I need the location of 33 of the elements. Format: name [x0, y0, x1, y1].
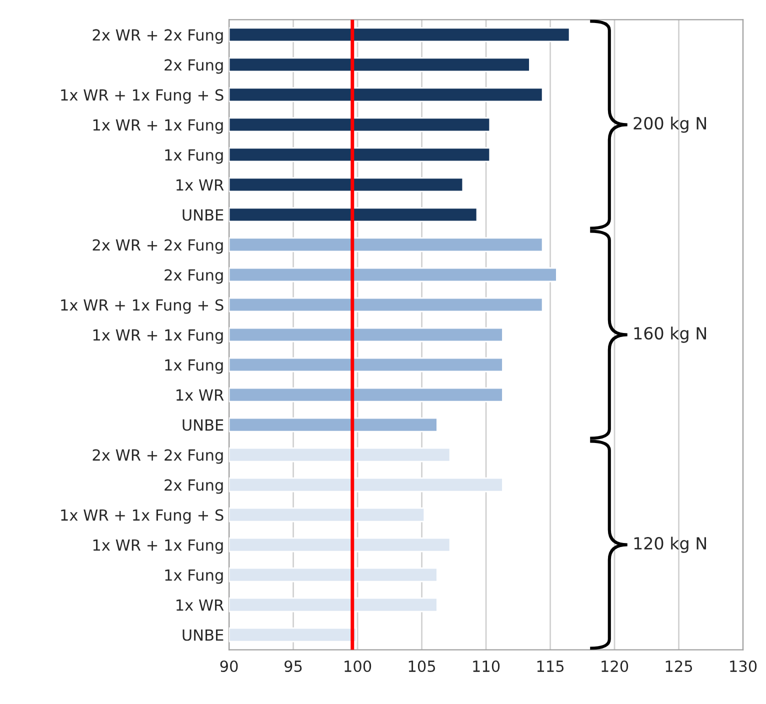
y-tick-label: UNBE — [182, 419, 224, 431]
y-tick-label: 1x WR + 1x Fung + S — [61, 299, 224, 314]
y-tick-label: 2x Fung — [164, 269, 223, 284]
annotation: 200 kg N — [634, 116, 706, 133]
y-tick-label: 2x WR + 2x Fung — [92, 29, 223, 44]
x-tick-label: 110 — [473, 660, 500, 672]
y-tick-label: 1x Fung — [165, 569, 223, 584]
y-tick-label: 1x Fung — [165, 359, 223, 374]
y-tick-label: 1x WR — [176, 599, 224, 611]
x-tick-label: 100 — [344, 660, 372, 672]
y-tick-label: 1x WR + 1x Fung + S — [61, 509, 224, 524]
y-tick-label: 2x Fung — [164, 59, 223, 74]
x-tick-label: 115 — [537, 660, 564, 672]
y-tick-label: 1x WR — [176, 389, 224, 401]
y-tick-label: UNBE — [182, 209, 224, 221]
y-tick-label: 2x WR + 2x Fung — [92, 449, 223, 464]
y-tick-label: 1x WR + 1x Fung + S — [61, 89, 224, 104]
annotation: 120 kg N — [634, 536, 706, 553]
y-tick-label: 1x WR — [176, 179, 224, 191]
y-tick-label: UNBE — [182, 629, 224, 641]
x-tick-label: 120 — [602, 660, 628, 672]
y-tick-label: 2x Fung — [164, 479, 223, 494]
x-tick-label: 95 — [284, 660, 302, 672]
y-tick-label: 1x Fung — [165, 149, 223, 164]
y-tick-label: 1x WR + 1x Fung — [93, 539, 223, 554]
y-tick-label: 1x WR + 1x Fung — [93, 329, 223, 344]
y-tick-label: 2x WR + 2x Fung — [92, 239, 223, 254]
x-tick-label: 125 — [666, 660, 692, 672]
x-tick-label: 90 — [220, 660, 238, 672]
annotation: 160 kg N — [634, 326, 706, 343]
y-tick-label: 1x WR + 1x Fung — [93, 119, 223, 134]
x-tick-label: 130 — [730, 660, 757, 672]
x-tick-label: 105 — [408, 660, 436, 672]
